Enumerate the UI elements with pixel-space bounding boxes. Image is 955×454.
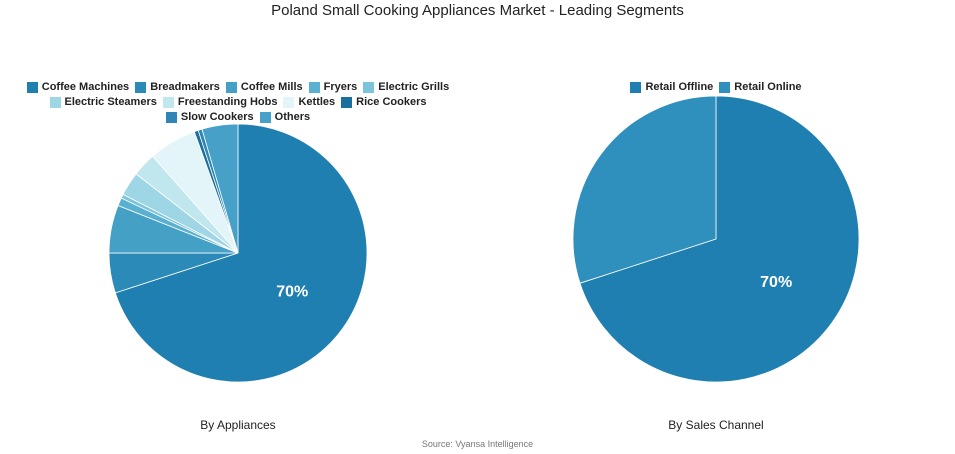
legend-label: Freestanding Hobs bbox=[177, 96, 278, 108]
legend-item: Kettles bbox=[283, 95, 335, 109]
legend-item: Rice Cookers bbox=[341, 95, 426, 109]
legend-swatch bbox=[26, 81, 38, 93]
legend-swatch bbox=[135, 81, 147, 93]
legend-label: Rice Cookers bbox=[356, 96, 427, 108]
legend-swatch bbox=[49, 96, 61, 108]
data-label: 70% bbox=[276, 284, 308, 301]
chart-title: By Sales Channel bbox=[668, 418, 764, 432]
legend-label: Kettles bbox=[298, 96, 336, 108]
legend-swatch bbox=[283, 96, 295, 108]
legend-item: Coffee Mills bbox=[225, 80, 303, 94]
legend-label: Retail Online bbox=[734, 81, 802, 93]
legend-item: Electric Steamers bbox=[49, 95, 157, 109]
chart-title: By Appliances bbox=[200, 418, 276, 432]
legend-item: Coffee Machines bbox=[26, 80, 130, 94]
legend-swatch bbox=[225, 81, 237, 93]
legend-label: Fryers bbox=[323, 81, 358, 93]
legend-label: Breadmakers bbox=[150, 81, 220, 93]
legend-item: Retail Online bbox=[719, 80, 802, 94]
pie-slice bbox=[572, 95, 717, 284]
legend-label: Electric Grills bbox=[378, 81, 450, 93]
legend: Retail Offline Retail Online bbox=[566, 80, 866, 94]
legend-label: Coffee Machines bbox=[41, 81, 130, 93]
data-label: 70% bbox=[760, 274, 792, 291]
legend-item: Slow Cookers bbox=[165, 110, 254, 124]
legend-item: Retail Offline bbox=[630, 80, 713, 94]
pie-slice bbox=[114, 123, 368, 383]
main-title: Poland Small Cooking Appliances Market -… bbox=[271, 2, 684, 19]
legend-swatch bbox=[719, 81, 731, 93]
legend-label: Others bbox=[274, 111, 311, 123]
legend-item: Fryers bbox=[308, 80, 358, 94]
legend-swatch bbox=[165, 111, 177, 123]
legend-item: Electric Grills bbox=[363, 80, 449, 94]
legend-swatch bbox=[630, 81, 642, 93]
legend-swatch bbox=[363, 81, 375, 93]
legend: Coffee Machines Breadmakers Coffee Mills Fr… bbox=[13, 80, 463, 124]
legend-label: Coffee Mills bbox=[240, 81, 303, 93]
legend-item: Freestanding Hobs bbox=[162, 95, 278, 109]
legend-swatch bbox=[308, 81, 320, 93]
legend-label: Slow Cookers bbox=[180, 111, 254, 123]
legend-swatch bbox=[341, 96, 353, 108]
legend-swatch bbox=[162, 96, 174, 108]
pie-slice bbox=[579, 95, 860, 383]
source: Source: Vyansa Intelligence bbox=[421, 439, 534, 449]
legend-label: Retail Offline bbox=[645, 81, 714, 93]
pie-slice bbox=[201, 123, 239, 254]
legend-item: Breadmakers bbox=[135, 80, 220, 94]
legend-label: Electric Steamers bbox=[64, 96, 157, 108]
legend-swatch bbox=[259, 111, 271, 123]
legend-item: Others bbox=[259, 110, 311, 124]
